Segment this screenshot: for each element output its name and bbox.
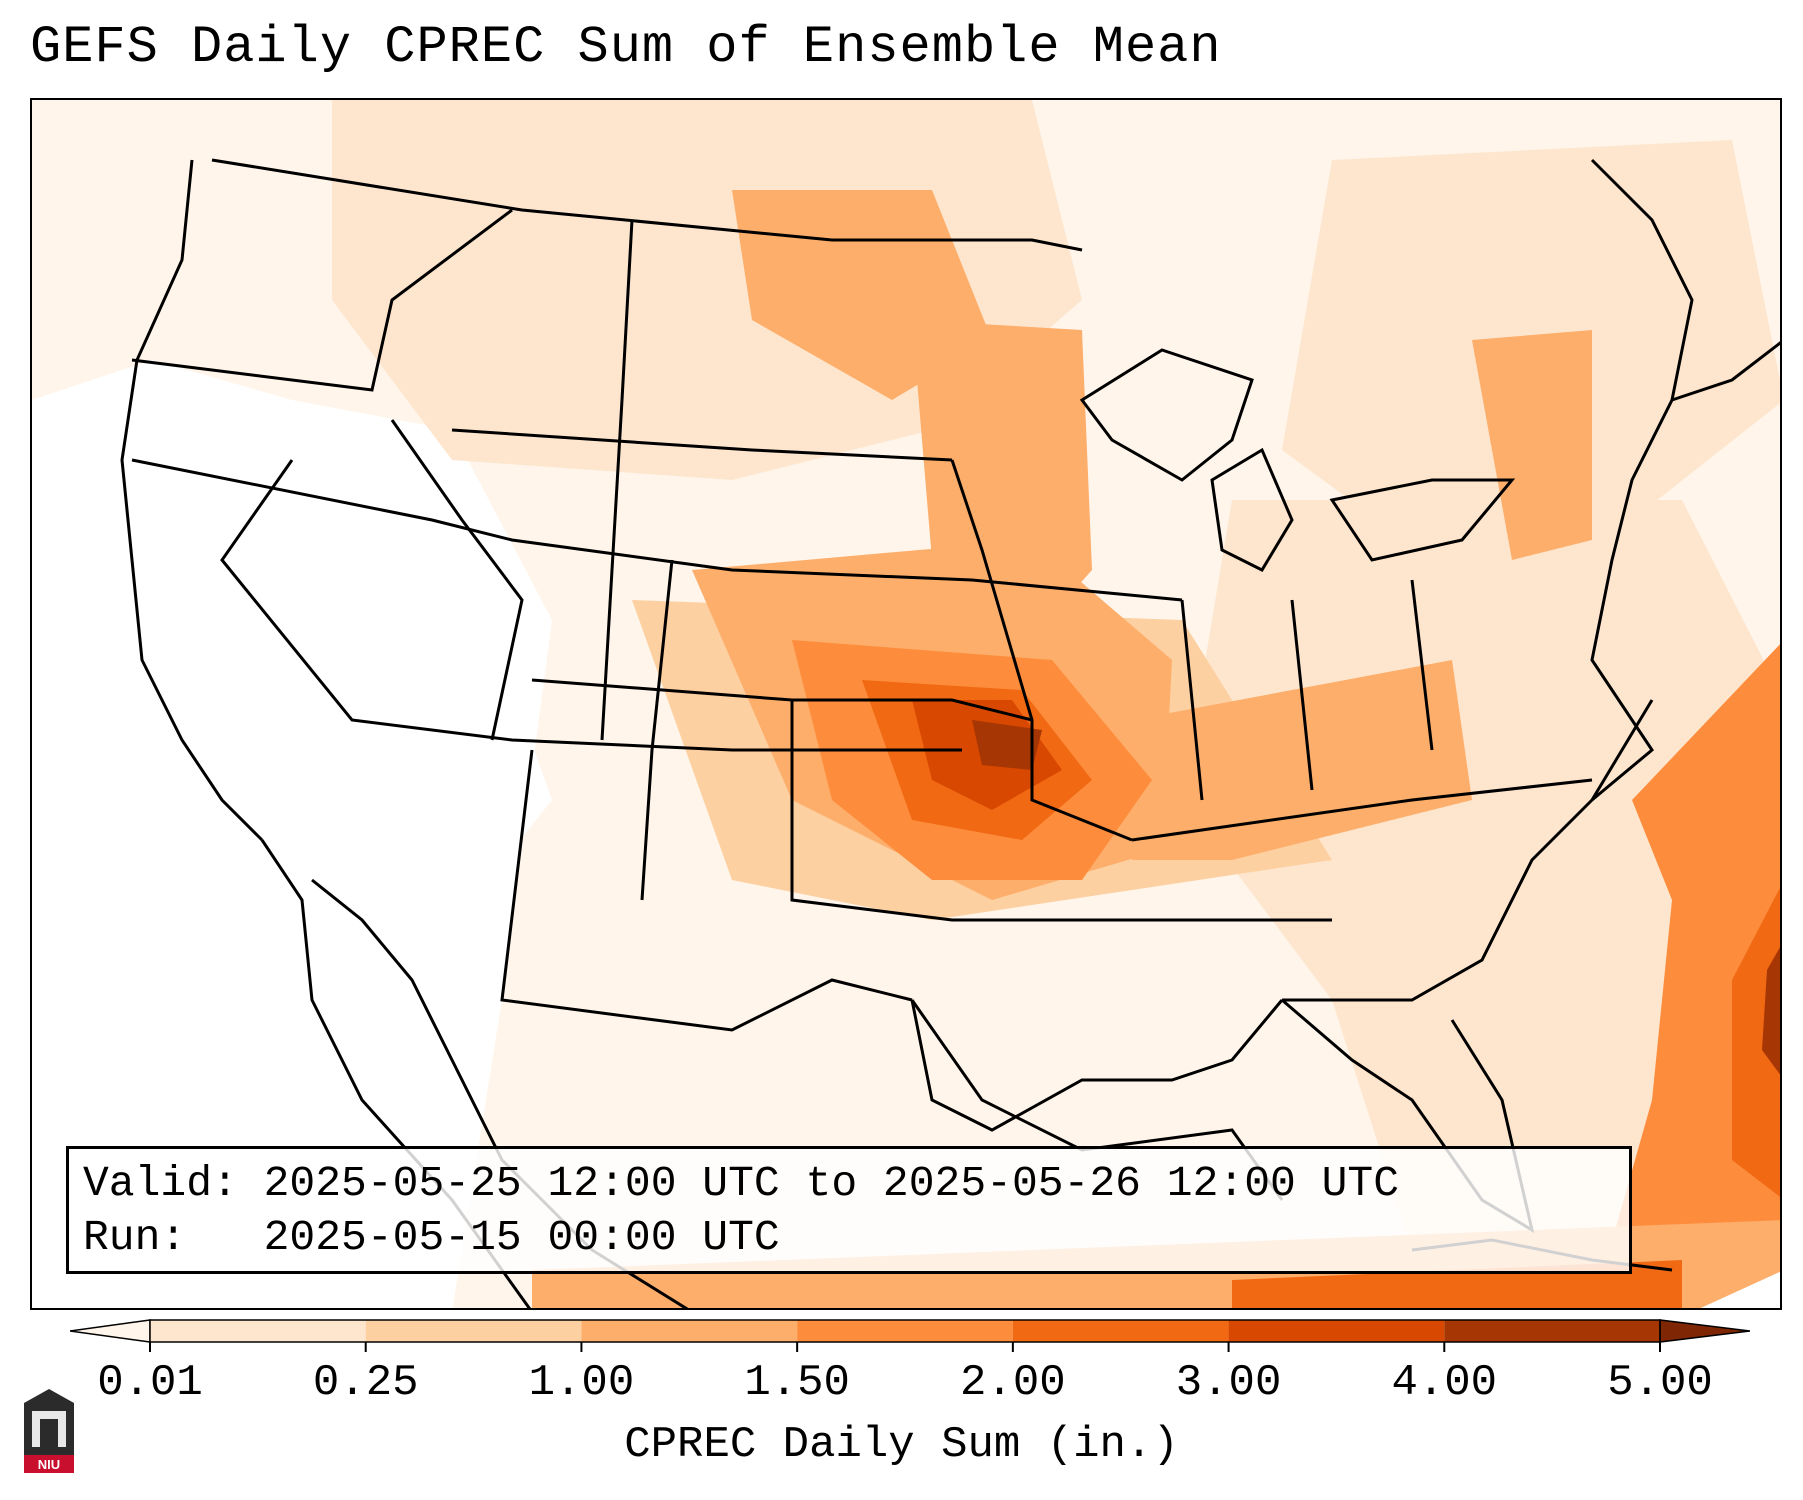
colorbar-tick-label: 1.00 [528,1358,635,1408]
map-area [30,98,1782,1310]
colorbar-segment [150,1320,366,1342]
niu-logo-icon: NIU [24,1389,74,1473]
colorbar-segment [1228,1320,1445,1342]
colorbar-label: CPREC Daily Sum (in.) [624,1420,1179,1470]
validity-info-box: Valid: 2025-05-25 12:00 UTC to 2025-05-2… [66,1146,1632,1274]
map-title: GEFS Daily CPREC Sum of Ensemble Mean [30,18,1222,77]
colorbar-outline [149,1319,1661,1343]
colorbar-tick-label: 0.01 [97,1358,203,1408]
colorbar-segment [581,1320,798,1342]
colorbar-segment [1444,1320,1660,1342]
valid-time-text: Valid: 2025-05-25 12:00 UTC to 2025-05-2… [83,1159,1400,1208]
colorbar [70,1319,1750,1352]
colorbar-tick-label: 5.00 [1607,1358,1713,1408]
colorbar-segment [1012,1320,1229,1342]
colorbar-segments [70,1319,1750,1352]
colorbar-extend-high [1659,1319,1750,1343]
colorbar-segment [365,1320,582,1342]
colorbar-tick-label: 1.50 [744,1358,850,1408]
colorbar-tick-label: 2.00 [960,1358,1066,1408]
colorbar-tick-label: 4.00 [1391,1358,1498,1408]
precip-map [32,100,1780,1308]
colorbar-segment [797,1320,1013,1342]
colorbar-extend-low [70,1319,151,1343]
svg-text:NIU: NIU [38,1457,60,1472]
colorbar-tick-label: 0.25 [312,1358,419,1408]
precip-shading [32,100,1780,1308]
run-time-text: Run: 2025-05-15 00:00 UTC [83,1213,780,1262]
colorbar-tick-label: 3.00 [1175,1358,1282,1408]
